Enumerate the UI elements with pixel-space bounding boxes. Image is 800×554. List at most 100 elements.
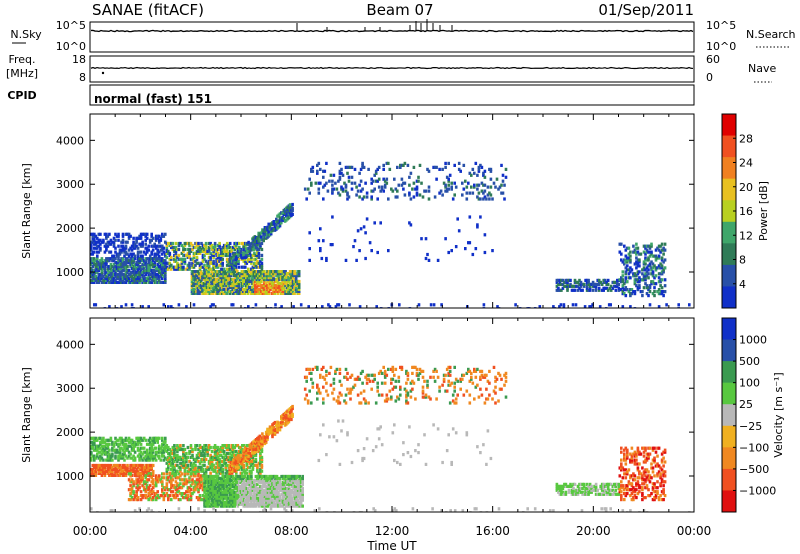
range-gate-cell — [195, 478, 199, 482]
range-gate-cell — [602, 280, 605, 284]
range-gate-cell — [118, 267, 122, 271]
range-gate-cell — [291, 206, 294, 210]
range-gate-cell — [247, 259, 250, 263]
range-gate-cell — [135, 486, 138, 490]
range-gate-cell — [257, 272, 260, 276]
range-gate-cell — [630, 268, 634, 272]
range-gate-cell — [212, 263, 215, 267]
range-gate-cell — [259, 467, 262, 471]
range-gate-cell — [188, 478, 191, 482]
range-gate-cell — [174, 259, 178, 263]
range-gate-cell — [109, 467, 113, 472]
range-gate-cell — [210, 490, 214, 494]
range-gate-cell — [108, 458, 111, 462]
range-gate-cell — [259, 451, 262, 456]
range-gate-cell — [243, 279, 247, 284]
range-gate-cell — [211, 272, 215, 276]
range-gate-cell — [270, 285, 274, 289]
range-gate-cell — [230, 445, 233, 450]
range-gate-cell — [151, 486, 155, 490]
range-gate-cell — [488, 167, 491, 171]
range-gate-cell — [659, 290, 662, 294]
range-gate-cell — [232, 270, 236, 274]
range-gate-cell — [247, 478, 250, 483]
range-gate-cell — [266, 270, 269, 274]
range-gate-cell — [244, 469, 247, 473]
range-gate-cell — [627, 246, 631, 250]
range-gate-cell — [230, 449, 233, 454]
range-gate-cell — [96, 280, 99, 284]
range-gate-cell — [168, 471, 172, 475]
range-gate-cell — [291, 279, 295, 284]
range-gate-cell — [123, 450, 126, 454]
range-gate-cell — [193, 270, 197, 274]
range-gate-cell — [180, 243, 184, 248]
range-gate-cell — [269, 270, 272, 274]
range-gate-cell — [247, 240, 250, 244]
range-gate-cell — [270, 291, 274, 295]
range-gate-cell — [563, 280, 566, 284]
range-gate-cell — [222, 474, 226, 479]
range-gate-cell — [129, 280, 132, 284]
cpid-value: normal (fast) 151 — [94, 92, 212, 106]
range-gate-cell — [118, 456, 122, 460]
range-gate-cell — [114, 238, 117, 242]
range-gate-cell — [291, 212, 294, 216]
range-gate-cell — [94, 267, 98, 271]
range-gate-cell — [255, 281, 259, 286]
range-gate-cell — [222, 492, 226, 496]
range-gate-cell — [477, 183, 481, 187]
range-gate-cell — [237, 281, 241, 286]
range-gate-cell — [209, 267, 212, 271]
range-gate-cell — [221, 471, 224, 475]
range-gate-cell — [227, 496, 230, 500]
range-gate-cell — [185, 490, 188, 494]
range-gate-cell — [162, 268, 166, 273]
range-gate-cell — [198, 272, 201, 276]
range-gate-cell — [308, 247, 311, 251]
range-gate-cell — [90, 452, 93, 456]
range-gate-cell — [412, 181, 416, 185]
range-gate-cell — [216, 484, 220, 488]
range-gate-cell — [570, 288, 574, 292]
range-gate-cell — [142, 469, 146, 474]
range-gate-cell — [138, 276, 141, 280]
range-gate-cell — [174, 476, 178, 480]
range-gate-cell — [162, 492, 166, 496]
range-gate-cell — [215, 461, 218, 465]
range-gate-cell — [96, 270, 99, 275]
range-gate-cell — [272, 277, 275, 282]
range-gate-cell — [139, 498, 143, 502]
range-gate-cell — [228, 496, 232, 500]
date-label: 01/Sep/2011 — [598, 1, 694, 19]
range-gate-cell — [251, 267, 255, 271]
range-gate-cell — [262, 492, 265, 496]
range-gate-cell — [150, 456, 153, 460]
range-gate-cell — [561, 282, 565, 286]
range-gate-cell — [168, 251, 172, 255]
range-gate-cell — [120, 280, 123, 284]
range-gate-cell — [233, 482, 236, 486]
range-gate-cell — [212, 500, 215, 504]
range-gate-cell — [225, 251, 229, 255]
range-gate-cell — [585, 286, 589, 290]
range-gate-cell — [233, 492, 236, 496]
range-gate-cell — [203, 247, 206, 252]
range-gate-cell — [94, 276, 98, 280]
range-gate-cell — [251, 504, 255, 508]
range-gate-cell — [239, 276, 242, 280]
range-gate-cell — [120, 467, 123, 472]
range-gate-cell — [247, 459, 250, 463]
range-gate-cell — [144, 476, 147, 480]
range-gate-cell — [121, 238, 125, 242]
range-gate-cell — [180, 447, 184, 452]
range-gate-cell — [241, 471, 244, 475]
range-gate-cell — [201, 469, 205, 473]
range-gate-cell — [216, 502, 220, 506]
range-gate-cell — [338, 161, 342, 165]
range-gate-cell — [219, 263, 223, 267]
range-gate-cell — [96, 246, 99, 250]
range-gate-cell — [651, 254, 655, 258]
range-gate-cell — [317, 181, 321, 185]
